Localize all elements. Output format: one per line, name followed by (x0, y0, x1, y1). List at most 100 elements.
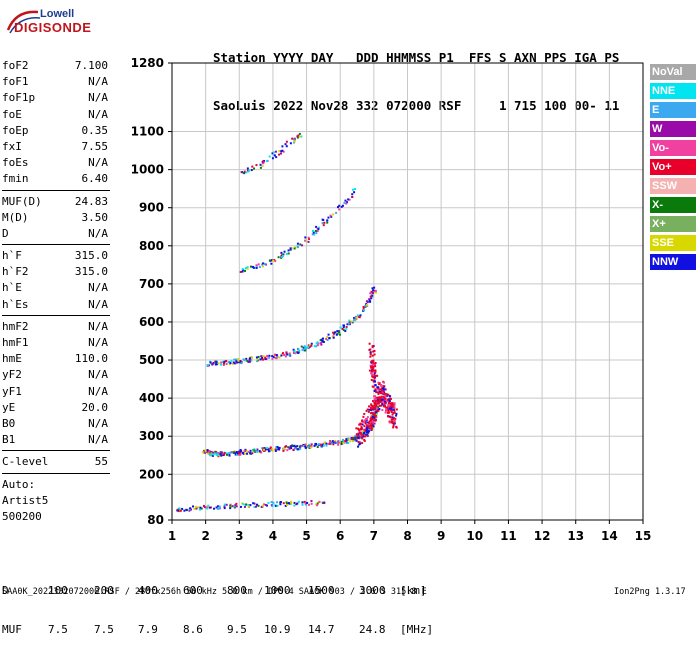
x-tick-label: 15 (635, 529, 652, 543)
echo-point (366, 431, 369, 434)
echo-point (206, 449, 209, 452)
echo-point (373, 286, 376, 289)
echo-point (298, 448, 301, 451)
echo-point (269, 446, 272, 449)
echo-point (387, 402, 390, 405)
echo-point (250, 169, 253, 172)
echo-point (373, 372, 376, 375)
echo-point (322, 501, 325, 504)
echo-point (367, 431, 370, 434)
echo-point (342, 326, 345, 329)
echo-point (281, 145, 284, 148)
echo-point (234, 453, 237, 456)
param-row: hmF2 N/A (2, 319, 108, 335)
echo-point (321, 340, 324, 343)
echo-point (271, 449, 274, 452)
echo-point (368, 422, 371, 425)
echo-point (285, 140, 288, 143)
echo-point (359, 441, 362, 444)
echo-point (326, 339, 329, 342)
table-cell: 600 (183, 584, 203, 597)
echo-point (268, 259, 271, 262)
echo-point (296, 246, 299, 249)
echo-point (254, 505, 257, 508)
param-row: B0 N/A (2, 416, 108, 432)
echo-point (223, 360, 226, 363)
echo-point (181, 507, 184, 510)
echo-point (310, 500, 313, 503)
echo-point (292, 348, 295, 351)
echo-point (176, 509, 179, 512)
echo-point (301, 501, 304, 504)
echo-point (374, 370, 377, 373)
echo-point (351, 320, 354, 323)
echo-point (388, 407, 391, 410)
param-row: foF2 7.100 (2, 58, 108, 74)
echo-point (241, 270, 244, 273)
echo-point (274, 150, 277, 153)
echo-point (195, 507, 198, 510)
echo-point (280, 251, 283, 254)
echo-point (238, 452, 241, 455)
echo-point (232, 451, 235, 454)
echo-point (296, 448, 299, 451)
echo-point (387, 415, 390, 418)
echo-point (371, 419, 374, 422)
echo-point (387, 403, 390, 406)
echo-point (334, 439, 337, 442)
echo-point (370, 372, 373, 375)
echo-point (359, 442, 362, 445)
table-cell: 1500 (308, 584, 335, 597)
echo-point (330, 215, 333, 218)
param-value: 6.40 (81, 172, 109, 186)
y-tick-label: 500 (139, 353, 164, 367)
echo-point (260, 506, 263, 509)
echo-point (311, 233, 314, 236)
echo-point (289, 248, 292, 251)
param-row: foF1p N/A (2, 90, 108, 106)
echo-point (389, 403, 392, 406)
echo-point (304, 446, 307, 449)
echo-point (373, 349, 376, 352)
echo-point (374, 411, 377, 414)
echo-point (315, 225, 318, 228)
echo-point (337, 441, 340, 444)
echo-point (389, 409, 392, 412)
echo-point (308, 447, 311, 450)
param-row: foE N/A (2, 107, 108, 123)
echo-point (372, 292, 375, 295)
echo-point (231, 362, 234, 365)
param-value: 110.0 (74, 352, 108, 366)
echo-point (217, 455, 220, 458)
echo-point (341, 204, 344, 207)
param-row: hmF1 N/A (2, 335, 108, 351)
echo-point (271, 357, 274, 360)
echo-point (377, 381, 380, 384)
echo-point (242, 358, 245, 361)
echo-point (239, 453, 242, 456)
echo-point (363, 412, 366, 415)
table-cell: 400 (138, 584, 158, 597)
echo-point (280, 150, 283, 153)
param-name: foEs (2, 156, 29, 170)
echo-point (253, 167, 256, 170)
param-row: fmin 6.40 (2, 171, 108, 187)
echo-point (244, 267, 247, 270)
echo-point (183, 509, 186, 512)
param-value: N/A (88, 433, 108, 447)
echo-point (206, 450, 209, 453)
echo-point (380, 404, 383, 407)
echo-point (363, 420, 366, 423)
echo-point (351, 440, 354, 443)
echo-point (368, 369, 371, 372)
x-tick-label: 5 (302, 529, 310, 543)
echo-point (376, 400, 379, 403)
echo-point (239, 270, 242, 273)
table-cell: 1000 (264, 584, 291, 597)
echo-point (237, 358, 240, 361)
echo-point (235, 360, 238, 363)
echo-point (299, 447, 302, 450)
echo-point (362, 428, 365, 431)
echo-point (297, 348, 300, 351)
echo-point (245, 357, 248, 360)
